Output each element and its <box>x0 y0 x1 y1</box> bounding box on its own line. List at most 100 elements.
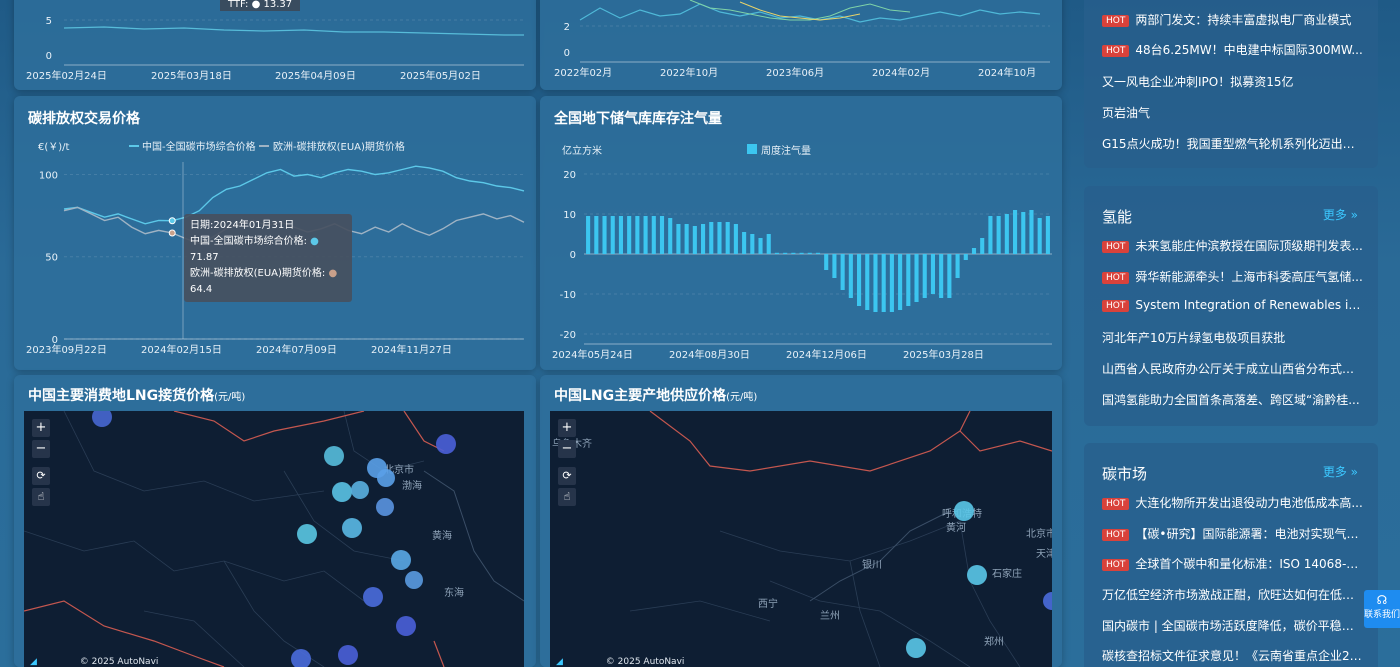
pan-hand-icon[interactable]: ☝ <box>32 488 50 506</box>
price-marker[interactable] <box>338 645 358 665</box>
legend-china[interactable]: 中国-全国碳市场综合价格 <box>142 140 256 153</box>
bar[interactable] <box>865 254 870 310</box>
price-marker[interactable] <box>324 446 344 466</box>
bar[interactable] <box>651 216 656 254</box>
news-item[interactable]: HOT 全球首个碳中和量化标准：ISO 14068-1... <box>1102 555 1364 572</box>
bar[interactable] <box>668 218 673 254</box>
bar[interactable] <box>906 254 911 306</box>
carbon-price-chart[interactable]: €(￥)/t 中国-全国碳市场综合价格 欧洲-碳排放权(EUA)期货价格 0 50… <box>14 96 536 370</box>
bar[interactable] <box>848 254 853 298</box>
news-item[interactable]: 又一风电企业冲刺IPO！拟募资15亿 <box>1102 75 1294 89</box>
price-marker[interactable] <box>1043 592 1052 610</box>
map-canvas[interactable]: 乌鲁木齐 呼和浩特 黄河 北京市 天津 银川 石家庄 西宁 兰州 郑州 <box>550 411 1052 667</box>
lng-production-map[interactable]: 乌鲁木齐 呼和浩特 黄河 北京市 天津 银川 石家庄 西宁 兰州 郑州 + − … <box>550 411 1052 667</box>
bar[interactable] <box>873 254 878 312</box>
bar[interactable] <box>1045 216 1050 254</box>
map-canvas[interactable]: 北京市 渤海 黄海 东海 <box>24 411 524 667</box>
bar[interactable] <box>586 216 591 254</box>
bar[interactable] <box>889 254 894 312</box>
zoom-out-button[interactable]: − <box>558 440 576 458</box>
bar[interactable] <box>766 234 771 254</box>
bar[interactable] <box>996 216 1001 254</box>
news-item[interactable]: 碳核查招标文件征求意见！《云南省重点企业20... <box>1102 649 1364 663</box>
price-marker[interactable] <box>92 411 112 427</box>
news-item[interactable]: HOT System Integration of Renewables in .… <box>1102 298 1364 312</box>
bar[interactable] <box>701 224 706 254</box>
bar[interactable] <box>618 216 623 254</box>
bar[interactable] <box>610 216 615 254</box>
map-markers[interactable] <box>92 411 456 667</box>
bar[interactable] <box>709 222 714 254</box>
zoom-in-button[interactable]: + <box>558 419 576 437</box>
news-item[interactable]: G15点火成功！我国重型燃气轮机系列化迈出坚... <box>1102 137 1364 151</box>
bar[interactable] <box>898 254 903 310</box>
compass-icon[interactable]: ⟳ <box>558 467 576 485</box>
bar[interactable] <box>791 252 796 254</box>
zoom-out-button[interactable]: − <box>32 440 50 458</box>
bar[interactable] <box>627 216 632 254</box>
price-marker[interactable] <box>351 481 369 499</box>
bar[interactable] <box>1004 214 1009 254</box>
price-marker[interactable] <box>436 434 456 454</box>
bar[interactable] <box>988 216 993 254</box>
news-item[interactable]: HOT 大连化物所开发出退役动力电池低成本高... <box>1102 494 1364 511</box>
bar[interactable] <box>1037 218 1042 254</box>
news-item[interactable]: 山西省人民政府办公厅关于成立山西省分布式能... <box>1102 362 1364 376</box>
news-item[interactable]: 河北年产10万片绿氢电极项目获批 <box>1102 331 1286 345</box>
bar[interactable] <box>774 252 779 254</box>
bar[interactable] <box>684 224 689 254</box>
price-marker[interactable] <box>377 469 395 487</box>
bar[interactable] <box>971 248 977 254</box>
bar[interactable] <box>815 252 821 254</box>
bar[interactable] <box>914 254 919 302</box>
lng-consumption-map[interactable]: 北京市 渤海 黄海 东海 + <box>24 411 524 667</box>
bar[interactable] <box>939 254 944 298</box>
bar[interactable] <box>750 234 755 254</box>
compass-icon[interactable]: ⟳ <box>32 467 50 485</box>
bar[interactable] <box>980 238 985 254</box>
price-marker[interactable] <box>363 587 383 607</box>
price-marker[interactable] <box>906 638 926 658</box>
bar[interactable] <box>692 226 697 254</box>
price-marker[interactable] <box>376 498 394 516</box>
more-link-hydrogen[interactable]: 更多 » <box>1322 208 1358 222</box>
bar[interactable] <box>594 216 599 254</box>
bar[interactable] <box>659 216 665 254</box>
bar[interactable] <box>602 216 607 254</box>
news-item[interactable]: HOT 【碳•研究】国际能源署：电池对实现气候... <box>1102 525 1364 542</box>
bar[interactable] <box>758 238 763 254</box>
news-item[interactable]: 国鸿氢能助力全国首条高落差、跨区域“渝黔桂... <box>1102 393 1360 407</box>
price-marker[interactable] <box>332 482 352 502</box>
legend-eu[interactable]: 欧洲-碳排放权(EUA)期货价格 <box>273 140 405 153</box>
bar[interactable] <box>930 254 935 294</box>
news-item[interactable]: HOT 48台6.25MW！中电建中标国际300MW... <box>1102 41 1364 58</box>
bar[interactable] <box>947 254 952 298</box>
news-item[interactable]: HOT 舜华新能源牵头！上海市科委高压气氢储... <box>1102 268 1364 285</box>
bar[interactable] <box>643 216 648 254</box>
legend-weekly[interactable]: 周度注气量 <box>761 144 811 157</box>
news-item[interactable]: HOT 两部门发文：持续丰富虚拟电厂商业模式 <box>1102 11 1364 28</box>
price-marker[interactable] <box>954 501 974 521</box>
price-marker[interactable] <box>396 616 416 636</box>
bar[interactable] <box>807 252 812 254</box>
bar[interactable] <box>1029 210 1034 254</box>
bar[interactable] <box>881 254 886 312</box>
bar[interactable] <box>1021 212 1026 254</box>
bar[interactable] <box>832 254 837 278</box>
bar[interactable] <box>799 252 804 254</box>
bar[interactable] <box>717 222 722 254</box>
gas-storage-chart[interactable]: 亿立方米 周度注气量 20 10 0 -10 -20 2024年05月24日 2024年08… <box>540 96 1062 370</box>
news-item[interactable]: 页岩油气 <box>1102 106 1151 120</box>
price-marker[interactable] <box>291 649 311 667</box>
news-item[interactable]: 万亿低空经济市场激战正酣，欣旺达如何在低空... <box>1102 588 1364 602</box>
bar[interactable] <box>857 254 862 306</box>
bar[interactable] <box>963 254 968 260</box>
bar[interactable] <box>1013 210 1018 254</box>
pan-hand-icon[interactable]: ☝ <box>558 488 576 506</box>
news-item[interactable]: HOT 未来氢能庄仲滨教授在国际顶级期刊发表... <box>1102 237 1364 254</box>
map-markers[interactable] <box>906 501 1052 658</box>
price-marker[interactable] <box>342 518 362 538</box>
bar[interactable] <box>955 254 960 278</box>
more-link-carbon[interactable]: 更多 » <box>1322 465 1358 479</box>
price-marker[interactable] <box>391 550 411 570</box>
